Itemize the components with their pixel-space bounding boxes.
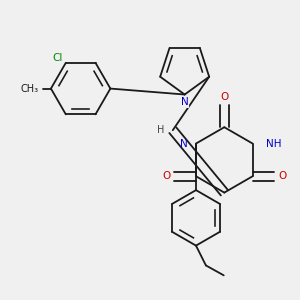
Text: NH: NH [266,139,282,148]
Text: O: O [162,171,170,181]
Text: N: N [180,139,188,148]
Text: Cl: Cl [53,53,63,63]
Text: O: O [220,92,228,103]
Text: H: H [157,125,165,135]
Text: N: N [181,98,189,107]
Text: O: O [278,171,286,181]
Text: CH₃: CH₃ [21,84,39,94]
